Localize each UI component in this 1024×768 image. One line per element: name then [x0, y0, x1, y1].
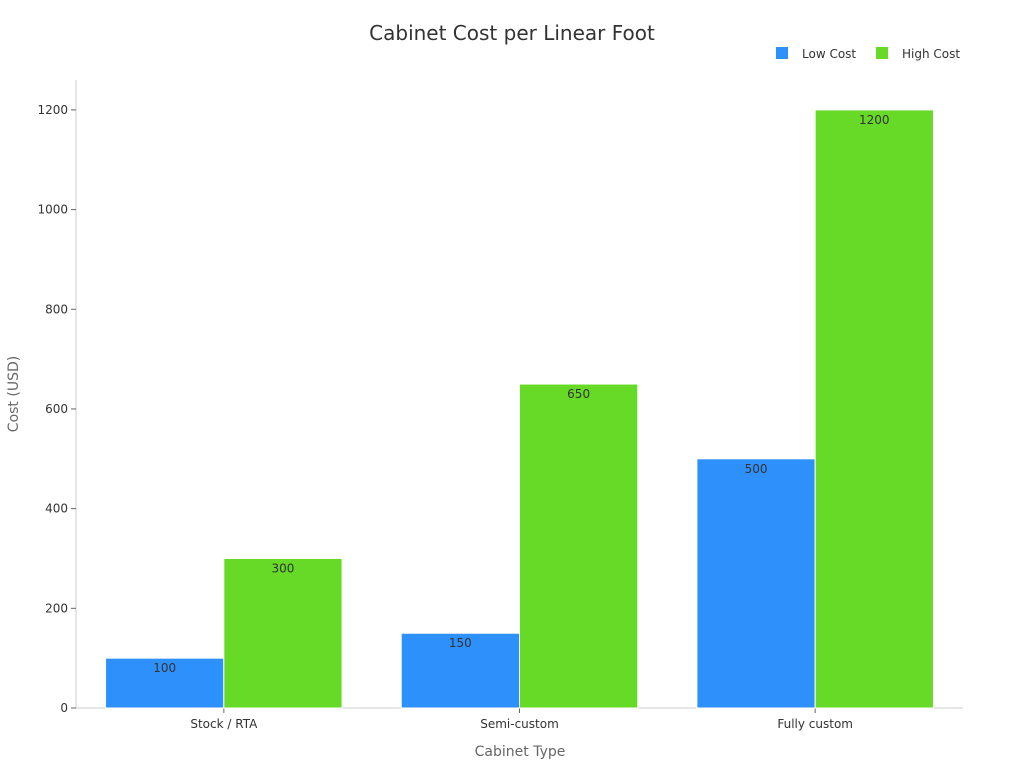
y-axis: 0 200 400 600 800 1000 1200	[37, 80, 77, 715]
bar-low-cost-0[interactable]	[105, 657, 225, 709]
bar-high-cost-1[interactable]	[519, 383, 639, 709]
data-label: 300	[272, 561, 295, 575]
x-tick-label: Fully custom	[777, 717, 853, 731]
bar-high-cost-0[interactable]	[223, 557, 343, 709]
data-labels: 100 300 150 650 500 1200	[153, 113, 889, 675]
y-tick-label: 400	[45, 502, 68, 516]
bar-high-cost-2[interactable]	[814, 109, 934, 709]
x-axis-title: Cabinet Type	[475, 744, 566, 760]
x-tick-label: Semi-custom	[480, 717, 559, 731]
legend-swatch	[876, 47, 888, 59]
data-label: 100	[153, 661, 176, 675]
legend: Low Cost High Cost	[776, 47, 960, 61]
chart-title: Cabinet Cost per Linear Foot	[369, 21, 655, 45]
data-label: 150	[449, 636, 472, 650]
y-tick-label: 0	[60, 701, 68, 715]
y-tick-label: 200	[45, 601, 68, 615]
y-tick-label: 800	[45, 302, 68, 316]
y-tick-label: 600	[45, 402, 68, 416]
y-tick-label: 1000	[37, 203, 68, 217]
bar-low-cost-1[interactable]	[400, 632, 521, 709]
legend-swatch	[776, 47, 788, 59]
legend-label[interactable]: Low Cost	[802, 47, 856, 61]
bar-low-cost-2[interactable]	[696, 458, 816, 709]
y-axis-title: Cost (USD)	[6, 356, 22, 432]
x-axis: Stock / RTA Semi-custom Fully custom	[76, 707, 963, 731]
x-tick-label: Stock / RTA	[190, 717, 258, 731]
bars	[105, 109, 934, 709]
data-label: 650	[567, 387, 590, 401]
y-tick-label: 1200	[37, 103, 68, 117]
legend-label[interactable]: High Cost	[902, 47, 960, 61]
data-label: 1200	[859, 113, 890, 127]
data-label: 500	[745, 462, 768, 476]
